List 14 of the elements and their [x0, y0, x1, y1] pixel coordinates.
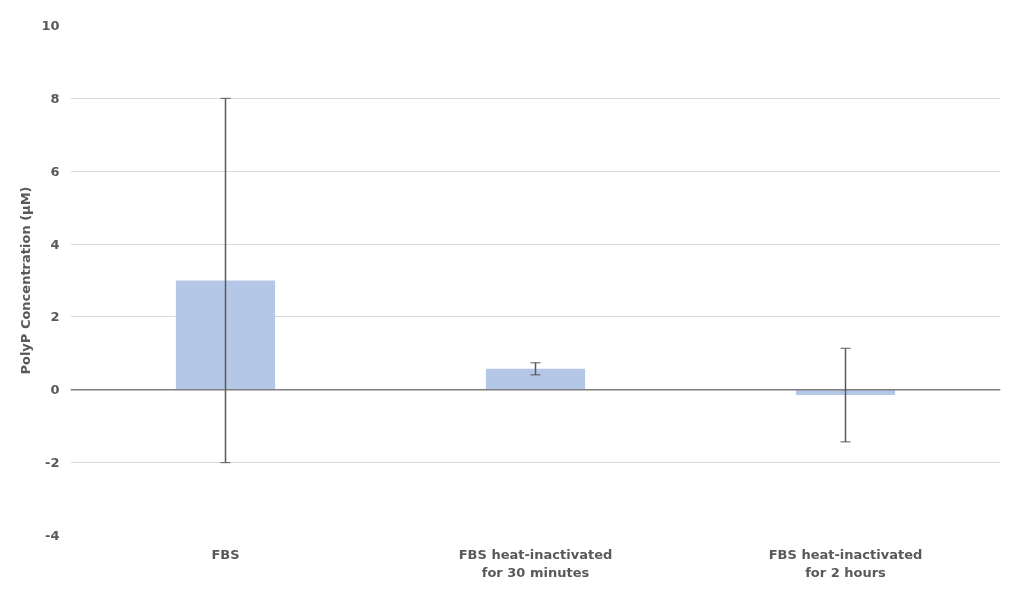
y-tick-label: 2 — [50, 309, 60, 325]
y-tick-label: -4 — [45, 528, 60, 543]
y-tick-label: 0 — [50, 382, 60, 398]
y-tick-label: 8 — [50, 90, 60, 106]
bar — [175, 280, 276, 390]
y-tick-label: 10 — [41, 18, 60, 33]
x-tick-label: FBS heat-inactivated for 30 minutes — [458, 546, 613, 580]
y-tick-label: 6 — [50, 163, 60, 179]
y-tick-label: -2 — [45, 455, 60, 471]
x-tick-label: FBS — [211, 546, 240, 562]
y-tick-label: 4 — [50, 236, 60, 252]
y-axis-title: PolyP Concentration (µM) — [18, 186, 34, 375]
bar — [485, 368, 586, 390]
x-tick-label: FBS heat-inactivated for 2 hours — [768, 546, 923, 580]
